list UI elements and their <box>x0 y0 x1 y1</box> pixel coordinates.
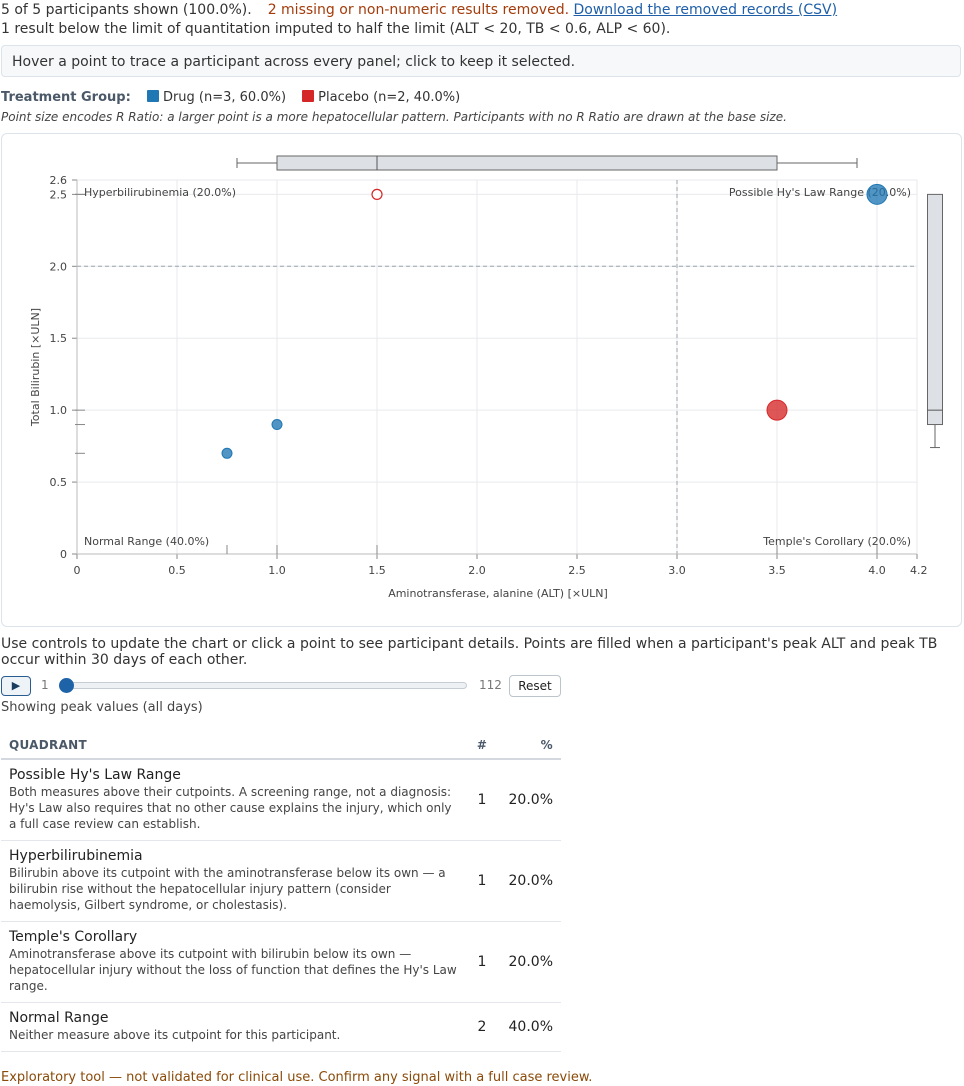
quadrant-labels: Hyperbilirubinemia (20.0%) Possible Hy's… <box>84 186 911 548</box>
placebo-swatch <box>302 90 315 102</box>
data-points <box>221 183 888 459</box>
slider-thumb[interactable] <box>59 678 74 693</box>
quadrant-desc: Bilirubin above its cutpoint with the am… <box>9 866 446 912</box>
quadrant-name: Possible Hy's Law Range <box>9 767 181 784</box>
status-line: 5 of 5 participants shown (100.0%). 2 mis… <box>1 0 837 20</box>
point-drug[interactable] <box>221 447 233 459</box>
legend-label-drug: Drug (n=3, 60.0%) <box>162 90 287 105</box>
y-tick-label: 0 <box>60 548 67 561</box>
percent-cell: 20.0% <box>497 921 561 1003</box>
x-tick-label: 4.0 <box>868 564 886 577</box>
x-tick-label: 0 <box>74 564 81 577</box>
time-controls: ▶ 1 112 Reset <box>1 675 571 697</box>
legend-item-drug[interactable]: Drug (n=3, 60.0%) <box>146 90 287 105</box>
cutpoint-lines <box>77 180 917 554</box>
quadrant-desc: Neither measure above its cutpoint for t… <box>9 1028 341 1042</box>
x-tick-label: 3.5 <box>768 564 786 577</box>
scatter-panel: 0 0.5 1.0 1.5 2.0 2.5 3.0 3.5 4.0 4.2 0 0.5 1.0 1.5 2.… <box>1 133 962 627</box>
quadrant-desc: Aminotransferase above its cutpoint with… <box>9 947 457 993</box>
point-drug[interactable] <box>866 183 888 205</box>
quadrant-desc: Both measures above their cutpoints. A s… <box>9 785 452 832</box>
peak-note: Showing peak values (all days) <box>1 700 203 715</box>
point-placebo[interactable] <box>766 399 788 421</box>
y-tick-label: 1.5 <box>50 332 68 345</box>
x-tick-label: 4.2 <box>910 564 928 577</box>
drug-swatch <box>146 90 159 102</box>
quadrant-cell: Normal Range Neither measure above its cu… <box>1 1002 467 1052</box>
treatment-legend: Treatment Group: Drug (n=3, 60.0%) Place… <box>1 88 472 108</box>
percent-cell: 20.0% <box>497 840 561 922</box>
grid-lines <box>76 179 918 555</box>
quadrant-name: Temple's Corollary <box>9 929 138 945</box>
legend-item-placebo[interactable]: Placebo (n=2, 40.0%) <box>302 90 460 105</box>
percent-cell: 20.0% <box>497 759 561 841</box>
quadrant-cell: Possible Hy's Law Range Both measures abo… <box>1 759 467 841</box>
alt-box <box>276 155 778 171</box>
reset-button[interactable]: Reset <box>509 675 561 697</box>
alt-boxplot <box>236 155 858 171</box>
quadrant-label-bottom-left: Normal Range (40.0%) <box>84 535 209 548</box>
x-axis-label: Aminotransferase, alanine (ALT) [×ULN] <box>388 587 608 600</box>
axes: 0 0.5 1.0 1.5 2.0 2.5 3.0 3.5 4.0 4.2 0 0.5 1.0 1.5 2.… <box>50 174 928 577</box>
quadrant-name: Hyperbilirubinemia <box>9 848 143 864</box>
count-cell: 1 <box>467 840 497 922</box>
table-row: Possible Hy's Law Range Both measures abo… <box>1 759 561 841</box>
imputation-note: 1 result below the limit of quantitation… <box>1 21 671 37</box>
legend-label-placebo: Placebo (n=2, 40.0%) <box>318 90 461 105</box>
tb-box <box>927 193 943 426</box>
point-drug[interactable] <box>271 419 283 431</box>
shown-count: 5 of 5 participants shown (100.0%). <box>1 2 252 18</box>
tb-boxplot <box>927 193 943 449</box>
y-tick-label: 0.5 <box>50 476 68 489</box>
y-tick-label: 2.5 <box>50 188 68 201</box>
slider-min-label: 1 <box>41 678 49 692</box>
table-row: Hyperbilirubinemia Bilirubin above its cu… <box>1 840 561 922</box>
hover-hint: Hover a point to trace a participant acr… <box>1 45 961 77</box>
table-header-row: QUADRANT # % <box>1 731 561 760</box>
point-placebo[interactable] <box>371 188 383 200</box>
removed-warning: 2 missing or non-numeric results removed… <box>267 2 570 18</box>
count-cell: 2 <box>467 1002 497 1052</box>
slider-max-label: 112 <box>479 678 502 692</box>
quadrant-table: QUADRANT # % Possible Hy's Law Range Both… <box>1 731 561 1052</box>
day-slider[interactable] <box>63 682 467 689</box>
percent-cell: 40.0% <box>497 1002 561 1052</box>
quadrant-label-top-left: Hyperbilirubinemia (20.0%) <box>84 186 236 199</box>
header-percent: % <box>497 731 561 760</box>
rug-marks <box>75 193 878 554</box>
quadrant-cell: Temple's Corollary Aminotransferase above… <box>1 921 467 1003</box>
x-tick-label: 3.0 <box>668 564 686 577</box>
hys-law-scatter: 0 0.5 1.0 1.5 2.0 2.5 3.0 3.5 4.0 4.2 0 0.5 1.0 1.5 2.… <box>29 155 943 600</box>
y-axis-label: Total Bilirubin [×ULN] <box>29 308 42 427</box>
quadrant-cell: Hyperbilirubinemia Bilirubin above its cu… <box>1 840 467 922</box>
y-tick-label: 2.6 <box>50 174 68 187</box>
play-button[interactable]: ▶ <box>1 676 31 696</box>
count-cell: 1 <box>467 921 497 1003</box>
quadrant-label-bottom-right: Temple's Corollary (20.0%) <box>762 535 911 548</box>
header-quadrant: QUADRANT <box>1 731 467 760</box>
download-removed-link[interactable]: Download the removed records (CSV) <box>573 2 838 18</box>
x-tick-label: 2.0 <box>468 564 486 577</box>
x-tick-label: 1.5 <box>368 564 386 577</box>
plot-area-border <box>76 179 918 555</box>
x-tick-label: 2.5 <box>568 564 586 577</box>
count-cell: 1 <box>467 759 497 841</box>
size-note: Point size encodes R Ratio: a larger poi… <box>1 110 787 124</box>
table-row: Temple's Corollary Aminotransferase above… <box>1 921 561 1003</box>
chart-description: Use controls to update the chart or clic… <box>1 636 938 668</box>
y-tick-label: 2.0 <box>50 260 68 273</box>
y-tick-label: 1.0 <box>50 404 68 417</box>
header-count: # <box>467 731 497 760</box>
disclaimer: Exploratory tool — not validated for cli… <box>1 1070 593 1085</box>
quadrant-label-top-right: Possible Hy's Law Range (20.0%) <box>729 186 911 199</box>
legend-title: Treatment Group: <box>1 90 131 105</box>
x-tick-label: 1.0 <box>268 564 286 577</box>
quadrant-name: Normal Range <box>9 1010 109 1026</box>
table-row: Normal Range Neither measure above its cu… <box>1 1002 561 1052</box>
x-tick-label: 0.5 <box>168 564 186 577</box>
